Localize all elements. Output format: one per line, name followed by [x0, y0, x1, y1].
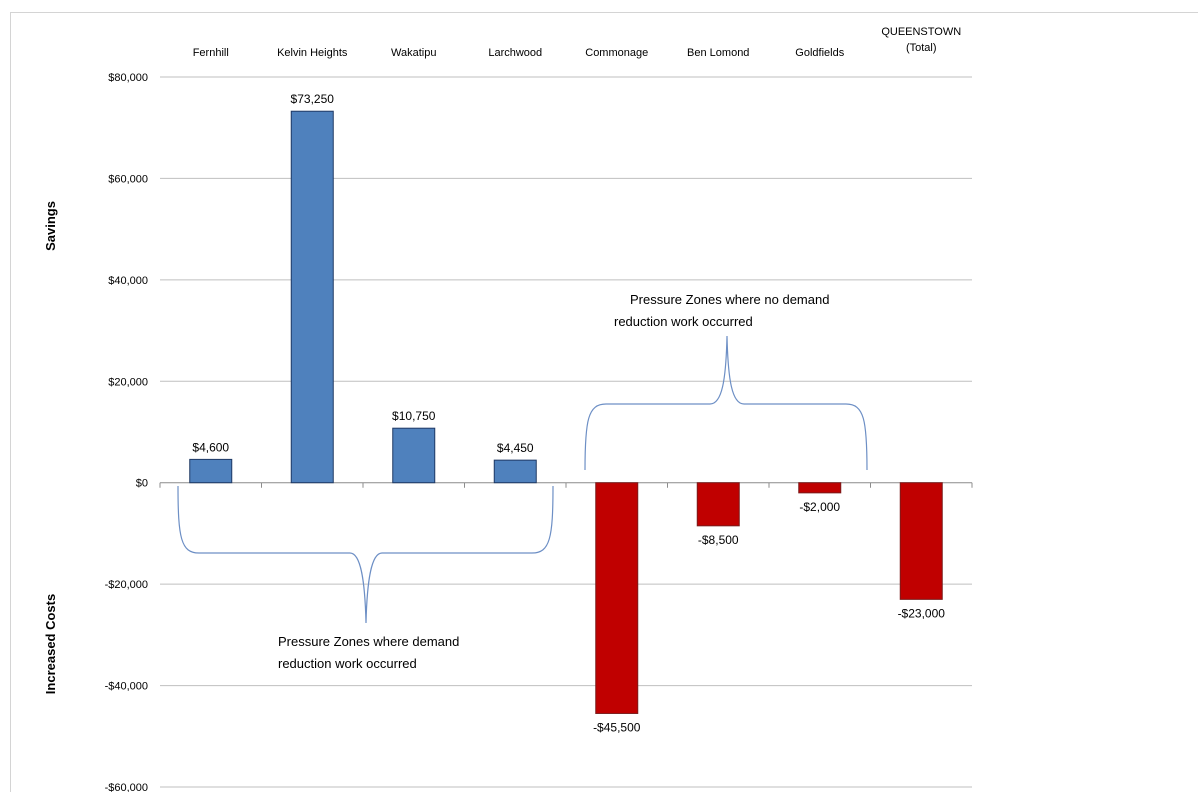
category-label: Larchwood: [488, 47, 542, 59]
chart-frame: [10, 12, 1198, 792]
bar-commonage: [595, 482, 639, 714]
bar-ben-lomond: [696, 482, 740, 527]
brace-no-demand: [584, 335, 868, 471]
y-tick-label: $40,000: [108, 275, 148, 287]
bars: [189, 110, 943, 714]
data-label: -$23,000: [898, 606, 946, 620]
data-label: $73,250: [291, 92, 335, 106]
category-label: Commonage: [585, 47, 648, 59]
gridlines: [159, 76, 973, 788]
y-tick-labels: $80,000 $60,000 $40,000 $20,000 $0 -$20,000 -$…: [105, 72, 148, 792]
category-label: Kelvin Heights: [277, 47, 348, 59]
data-labels: $4,600 $73,250 $10,750 $4,450 -$45,500 -$8,50…: [192, 92, 945, 734]
annotation-no-demand-line-1: Pressure Zones where no demand: [630, 292, 829, 307]
annotation-no-demand-reduction: Pressure Zones where no demand reduction…: [614, 292, 833, 329]
y-tick-label: $0: [136, 478, 148, 490]
y-axis-title-increased-costs: Increased Costs: [43, 594, 58, 694]
y-tick-label: -$40,000: [105, 681, 148, 693]
bar-queenstown-total: [899, 482, 943, 600]
category-label: QUEENSTOWN (Total): [881, 26, 961, 54]
data-label: $4,450: [497, 441, 534, 455]
y-tick-label: $80,000: [108, 72, 148, 84]
brace-demand: [177, 485, 554, 624]
y-tick-label: -$20,000: [105, 579, 148, 591]
annotation-demand-reduction: Pressure Zones where demand reduction wo…: [278, 634, 463, 671]
bar-fernhill: [189, 458, 233, 484]
category-labels: Fernhill Kelvin Heights Wakatipu Larchwood C…: [193, 26, 962, 59]
data-label: $10,750: [392, 409, 436, 423]
category-label: Wakatipu: [391, 47, 436, 59]
bar-kelvin-heights: [290, 110, 334, 484]
bar-larchwood: [493, 459, 537, 484]
category-label: Fernhill: [193, 47, 229, 59]
data-label: -$8,500: [698, 533, 739, 547]
bar-goldfields: [798, 482, 842, 494]
data-label: -$2,000: [799, 500, 840, 514]
y-tick-label: $60,000: [108, 173, 148, 185]
data-label: -$45,500: [593, 720, 641, 734]
annotation-no-demand-line-2: reduction work occurred: [614, 314, 753, 329]
y-axis-title-savings: Savings: [43, 201, 58, 251]
y-tick-label: $20,000: [108, 376, 148, 388]
data-label: $4,600: [192, 440, 229, 454]
braces: [177, 335, 868, 624]
category-label: Goldfields: [795, 47, 844, 59]
annotation-demand-line-1: Pressure Zones where demand: [278, 634, 459, 649]
bar-wakatipu: [392, 427, 436, 484]
y-tick-label: -$60,000: [105, 782, 148, 792]
category-label: Ben Lomond: [687, 47, 749, 59]
annotation-demand-line-2: reduction work occurred: [278, 656, 417, 671]
